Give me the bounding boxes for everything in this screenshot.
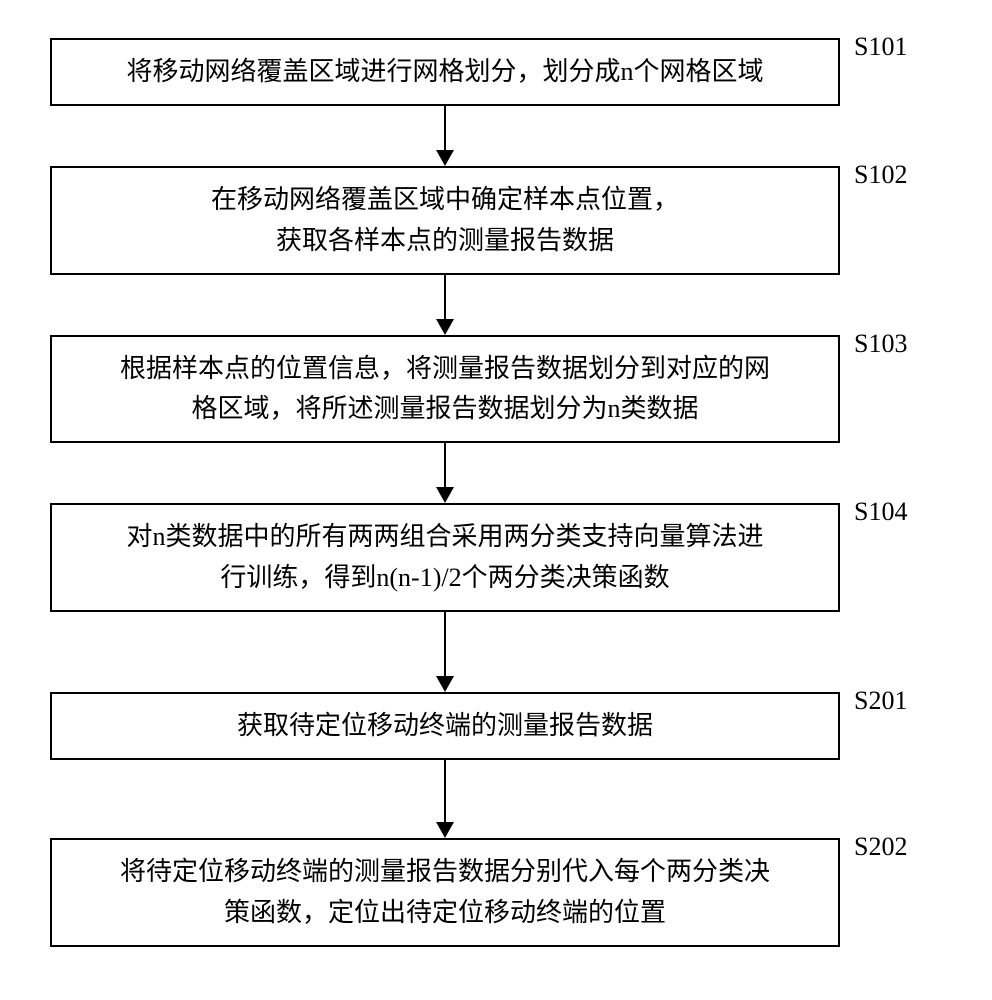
flow-step-text: 获取待定位移动终端的测量报告数据: [237, 706, 653, 746]
flow-step-box: 在移动网络覆盖区域中确定样本点位置， 获取各样本点的测量报告数据: [50, 166, 840, 275]
flow-arrow: [50, 612, 840, 692]
flow-arrow: [50, 275, 840, 335]
flow-arrow: [50, 760, 840, 838]
arrow-line: [444, 443, 446, 487]
flow-step: 将移动网络覆盖区域进行网格划分，划分成n个网格区域S101: [50, 38, 942, 106]
flow-step-text: 在移动网络覆盖区域中确定样本点位置， 获取各样本点的测量报告数据: [211, 180, 679, 261]
flow-step: 将待定位移动终端的测量报告数据分别代入每个两分类决 策函数，定位出待定位移动终端…: [50, 838, 942, 947]
flow-step-box: 根据样本点的位置信息，将测量报告数据划分到对应的网 格区域，将所述测量报告数据划…: [50, 335, 840, 444]
flow-step-box: 对n类数据中的所有两两组合采用两分类支持向量算法进 行训练，得到n(n-1)/2…: [50, 503, 840, 612]
flow-arrow: [50, 106, 840, 166]
flow-step-box: 将待定位移动终端的测量报告数据分别代入每个两分类决 策函数，定位出待定位移动终端…: [50, 838, 840, 947]
flow-step: 在移动网络覆盖区域中确定样本点位置， 获取各样本点的测量报告数据S102: [50, 166, 942, 275]
arrow-head-icon: [436, 319, 454, 335]
flow-step-box: 获取待定位移动终端的测量报告数据: [50, 692, 840, 760]
arrow-line: [444, 760, 446, 822]
flowchart-container: 将移动网络覆盖区域进行网格划分，划分成n个网格区域S101 在移动网络覆盖区域中确…: [50, 38, 942, 947]
flow-step-label: S104: [854, 497, 907, 527]
flow-step-text: 根据样本点的位置信息，将测量报告数据划分到对应的网 格区域，将所述测量报告数据划…: [120, 349, 770, 430]
arrow-line: [444, 106, 446, 150]
flow-step: 获取待定位移动终端的测量报告数据S201: [50, 692, 942, 760]
flow-step-text: 将待定位移动终端的测量报告数据分别代入每个两分类决 策函数，定位出待定位移动终端…: [120, 852, 770, 933]
arrow-line: [444, 612, 446, 676]
flow-step-label: S102: [854, 160, 907, 190]
flow-step-text: 对n类数据中的所有两两组合采用两分类支持向量算法进 行训练，得到n(n-1)/2…: [126, 517, 763, 598]
flow-step-box: 将移动网络覆盖区域进行网格划分，划分成n个网格区域: [50, 38, 840, 106]
flow-step-text: 将移动网络覆盖区域进行网格划分，划分成n个网格区域: [126, 52, 763, 92]
arrow-head-icon: [436, 487, 454, 503]
arrow-head-icon: [436, 676, 454, 692]
arrow-head-icon: [436, 822, 454, 838]
flow-step: 根据样本点的位置信息，将测量报告数据划分到对应的网 格区域，将所述测量报告数据划…: [50, 335, 942, 444]
arrow-head-icon: [436, 150, 454, 166]
flow-step-label: S103: [854, 329, 907, 359]
flow-step-label: S202: [854, 832, 907, 862]
flow-step-label: S201: [854, 686, 907, 716]
flow-step-label: S101: [854, 32, 907, 62]
arrow-line: [444, 275, 446, 319]
flow-arrow: [50, 443, 840, 503]
flow-step: 对n类数据中的所有两两组合采用两分类支持向量算法进 行训练，得到n(n-1)/2…: [50, 503, 942, 612]
